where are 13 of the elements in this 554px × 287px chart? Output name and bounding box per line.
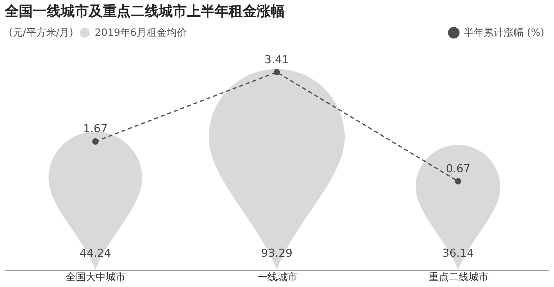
data-label: 1.67 [83, 122, 108, 136]
legend-label: 半年累计涨幅 (%) [464, 27, 545, 39]
data-label: 93.29 [261, 247, 293, 260]
text: (元/平方米/月) [9, 27, 74, 39]
category-label: 重点二线城市 [428, 272, 489, 284]
data-label: 0.67 [446, 162, 471, 176]
category-label: 全国大中城市 [66, 272, 126, 284]
data-label: 36.14 [442, 247, 474, 260]
text: 全国一线城市及重点二线城市上半年租金涨幅 [4, 3, 285, 20]
data-label: 3.41 [264, 53, 290, 66]
data-label: 44.24 [80, 247, 112, 260]
category-label: 一线城市 [258, 272, 298, 284]
legend-label: 2019年6月租金均价 [95, 27, 187, 39]
